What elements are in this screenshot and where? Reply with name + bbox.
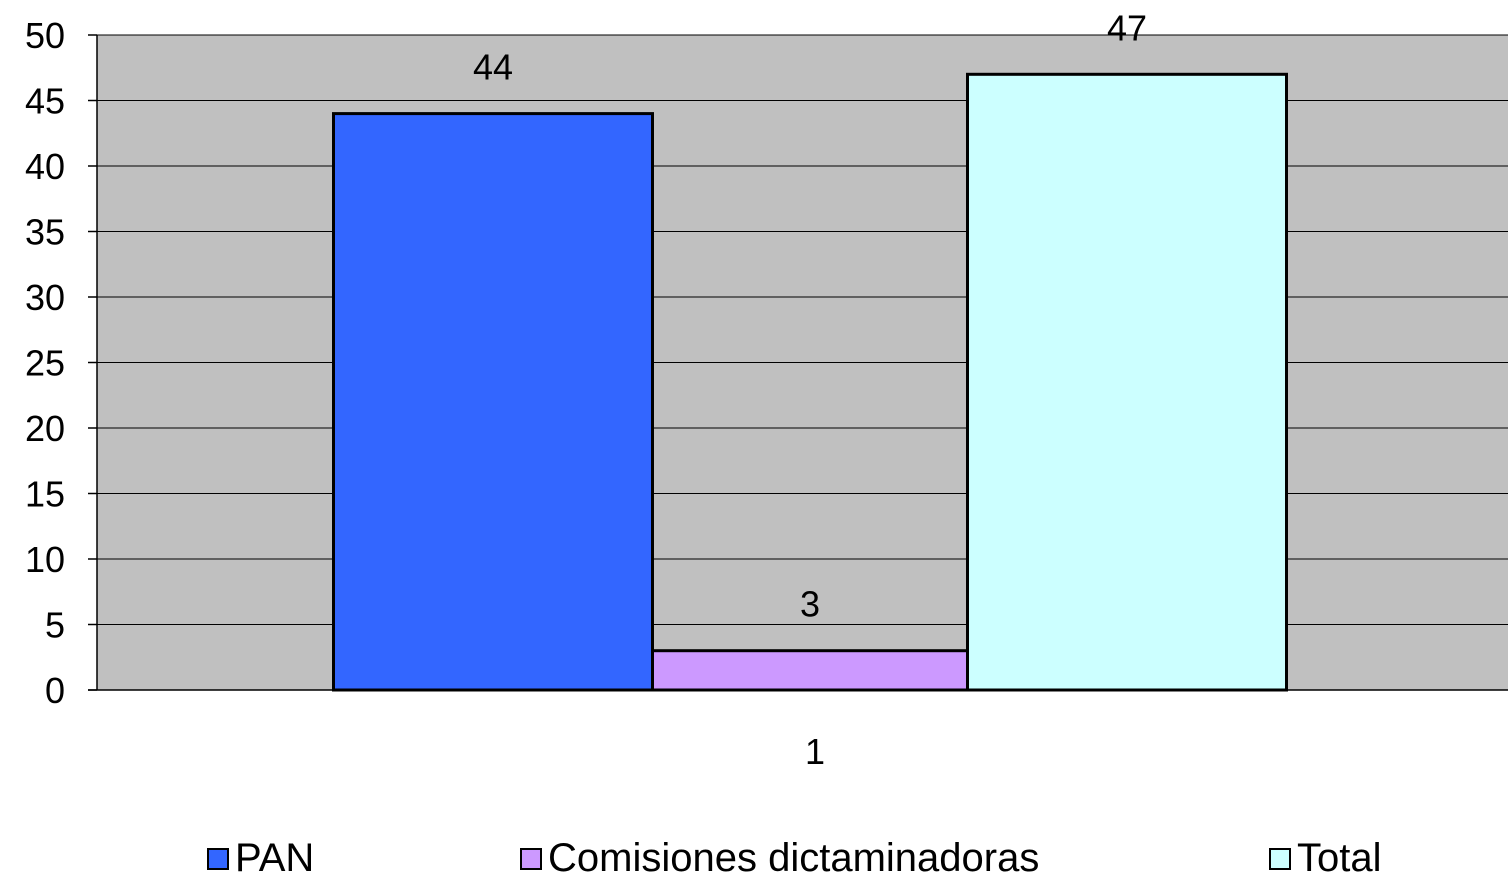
legend-label-pan: PAN	[235, 836, 315, 880]
legend-swatch-total	[1269, 847, 1291, 870]
y-tick-label: 0	[45, 670, 65, 711]
y-tick-label: 25	[25, 343, 65, 384]
legend-label-total: Total	[1297, 836, 1382, 880]
legend-swatch-pan	[207, 847, 229, 870]
y-tick-label: 45	[25, 81, 65, 122]
legend: PAN Comisiones dictaminadoras Total	[0, 830, 1508, 880]
y-tick-label: 15	[25, 474, 65, 515]
legend-item-comisiones: Comisiones dictaminadoras	[520, 836, 1039, 881]
y-tick-label: 50	[25, 15, 65, 56]
bar-chart: 0 5 10 15 20 25 30 35 40 45 50 44 3 47 1	[25, 7, 1508, 772]
legend-swatch-comisiones	[520, 847, 542, 870]
legend-item-pan: PAN	[207, 836, 314, 881]
x-category-label: 1	[805, 731, 825, 772]
data-labels: 44 3 47	[473, 7, 1147, 624]
y-tick-label: 30	[25, 277, 65, 318]
x-axis: 1	[88, 689, 1508, 772]
y-tick-label: 20	[25, 408, 65, 449]
data-label-pan: 44	[473, 47, 513, 88]
data-label-comisiones-dictaminadoras: 3	[800, 584, 820, 625]
y-tick-label: 5	[45, 605, 65, 646]
y-tick-label: 35	[25, 212, 65, 253]
bar-comisiones-dictaminadoras	[651, 649, 969, 692]
bar-pan	[332, 112, 654, 692]
bar-total	[966, 72, 1288, 692]
legend-label-comisiones: Comisiones dictaminadoras	[548, 836, 1040, 880]
y-axis: 0 5 10 15 20 25 30 35 40 45 50	[25, 15, 98, 711]
legend-item-total: Total	[1269, 836, 1382, 881]
y-tick-label: 40	[25, 146, 65, 187]
data-label-total: 47	[1107, 7, 1147, 48]
y-tick-label: 10	[25, 539, 65, 580]
